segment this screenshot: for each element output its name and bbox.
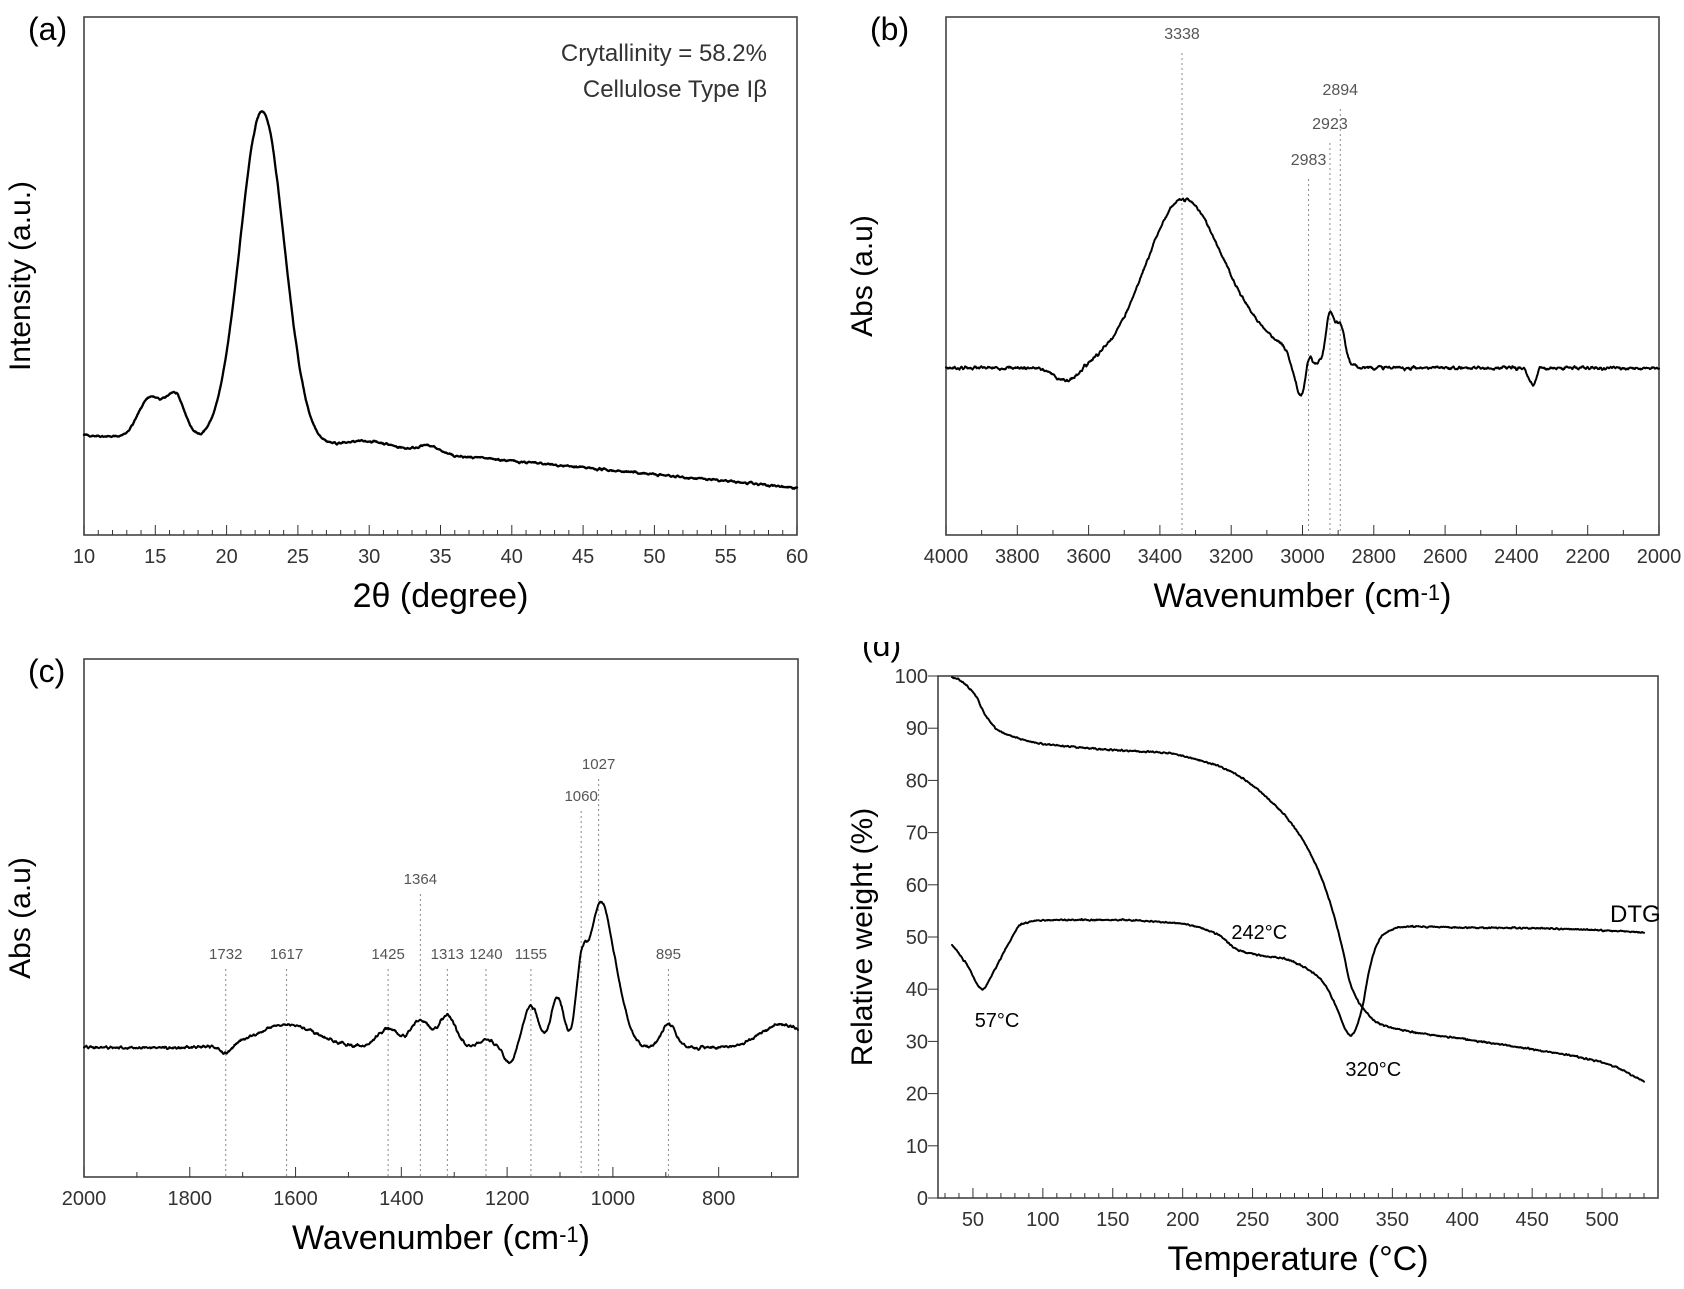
svg-text:Temperature (°C): Temperature (°C) bbox=[1167, 1240, 1428, 1278]
svg-text:3200: 3200 bbox=[1209, 546, 1254, 568]
svg-text:40: 40 bbox=[906, 979, 928, 1001]
svg-text:2894: 2894 bbox=[1322, 82, 1358, 99]
svg-text:2400: 2400 bbox=[1494, 546, 1539, 568]
svg-text:40: 40 bbox=[501, 546, 523, 568]
svg-text:1425: 1425 bbox=[371, 946, 404, 963]
svg-text:2923: 2923 bbox=[1312, 116, 1348, 133]
svg-text:1000: 1000 bbox=[591, 1188, 636, 1210]
svg-text:Intensity (a.u.): Intensity (a.u.) bbox=[4, 181, 37, 371]
svg-text:80: 80 bbox=[906, 770, 928, 792]
svg-text:2983: 2983 bbox=[1291, 152, 1327, 169]
svg-text:35: 35 bbox=[429, 546, 451, 568]
svg-text:200: 200 bbox=[1166, 1209, 1199, 1231]
svg-text:3000: 3000 bbox=[1280, 546, 1325, 568]
svg-text:Cellulose Type Iβ: Cellulose Type Iβ bbox=[583, 76, 767, 103]
svg-text:Abs (a.u): Abs (a.u) bbox=[846, 215, 879, 337]
svg-text:4000: 4000 bbox=[924, 546, 969, 568]
svg-text:50: 50 bbox=[962, 1209, 984, 1231]
svg-text:1200: 1200 bbox=[485, 1188, 530, 1210]
svg-text:(c): (c) bbox=[28, 653, 65, 689]
svg-text:Wavenumber (cm-1): Wavenumber (cm-1) bbox=[292, 1219, 590, 1257]
svg-text:1800: 1800 bbox=[168, 1188, 213, 1210]
svg-text:DTG: DTG bbox=[1610, 901, 1661, 928]
svg-text:150: 150 bbox=[1096, 1209, 1129, 1231]
svg-text:1027: 1027 bbox=[582, 756, 615, 773]
svg-text:2000: 2000 bbox=[1637, 546, 1682, 568]
svg-text:50: 50 bbox=[643, 546, 665, 568]
svg-text:1617: 1617 bbox=[270, 946, 303, 963]
svg-text:242°C: 242°C bbox=[1231, 922, 1287, 944]
svg-text:20: 20 bbox=[906, 1084, 928, 1106]
svg-text:25: 25 bbox=[287, 546, 309, 568]
svg-text:1400: 1400 bbox=[379, 1188, 424, 1210]
svg-text:3800: 3800 bbox=[995, 546, 1040, 568]
svg-text:50: 50 bbox=[906, 927, 928, 949]
svg-text:3338: 3338 bbox=[1164, 26, 1200, 43]
svg-text:800: 800 bbox=[702, 1188, 735, 1210]
svg-text:70: 70 bbox=[906, 823, 928, 845]
svg-text:90: 90 bbox=[906, 718, 928, 740]
svg-text:300: 300 bbox=[1306, 1209, 1339, 1231]
svg-text:3400: 3400 bbox=[1138, 546, 1183, 568]
svg-text:895: 895 bbox=[656, 946, 681, 963]
svg-text:2600: 2600 bbox=[1423, 546, 1468, 568]
svg-text:45: 45 bbox=[572, 546, 594, 568]
svg-text:2000: 2000 bbox=[62, 1188, 107, 1210]
svg-text:60: 60 bbox=[906, 875, 928, 897]
svg-text:2θ (degree): 2θ (degree) bbox=[353, 577, 529, 615]
svg-text:(d): (d) bbox=[862, 642, 901, 663]
svg-text:250: 250 bbox=[1236, 1209, 1269, 1231]
svg-text:320°C: 320°C bbox=[1345, 1059, 1401, 1081]
svg-text:30: 30 bbox=[906, 1031, 928, 1053]
svg-text:0: 0 bbox=[917, 1188, 928, 1210]
svg-text:10: 10 bbox=[906, 1136, 928, 1158]
svg-text:400: 400 bbox=[1446, 1209, 1479, 1231]
svg-text:10: 10 bbox=[73, 546, 95, 568]
svg-text:20: 20 bbox=[215, 546, 237, 568]
svg-text:(b): (b) bbox=[870, 11, 909, 47]
svg-text:1732: 1732 bbox=[209, 946, 242, 963]
svg-text:450: 450 bbox=[1515, 1209, 1548, 1231]
svg-text:1364: 1364 bbox=[404, 871, 437, 888]
svg-text:1313: 1313 bbox=[431, 946, 464, 963]
svg-text:55: 55 bbox=[715, 546, 737, 568]
svg-text:100: 100 bbox=[895, 666, 928, 688]
svg-text:15: 15 bbox=[144, 546, 166, 568]
svg-text:Crytallinity = 58.2%: Crytallinity = 58.2% bbox=[561, 40, 767, 67]
svg-text:500: 500 bbox=[1585, 1209, 1618, 1231]
svg-text:350: 350 bbox=[1376, 1209, 1409, 1231]
svg-text:Relative weight (%): Relative weight (%) bbox=[846, 808, 879, 1066]
svg-text:30: 30 bbox=[358, 546, 380, 568]
svg-text:Abs (a.u): Abs (a.u) bbox=[4, 857, 37, 979]
svg-text:57°C: 57°C bbox=[975, 1010, 1020, 1032]
svg-text:60: 60 bbox=[786, 546, 808, 568]
svg-text:1060: 1060 bbox=[564, 788, 597, 805]
svg-text:1155: 1155 bbox=[515, 946, 547, 963]
svg-text:1240: 1240 bbox=[469, 946, 502, 963]
svg-text:3600: 3600 bbox=[1066, 546, 1111, 568]
svg-text:1600: 1600 bbox=[273, 1188, 318, 1210]
svg-text:Wavenumber (cm-1): Wavenumber (cm-1) bbox=[1154, 577, 1452, 615]
svg-text:2800: 2800 bbox=[1352, 546, 1397, 568]
svg-text:100: 100 bbox=[1026, 1209, 1059, 1231]
svg-text:(a): (a) bbox=[28, 11, 67, 47]
svg-text:2200: 2200 bbox=[1565, 546, 1610, 568]
